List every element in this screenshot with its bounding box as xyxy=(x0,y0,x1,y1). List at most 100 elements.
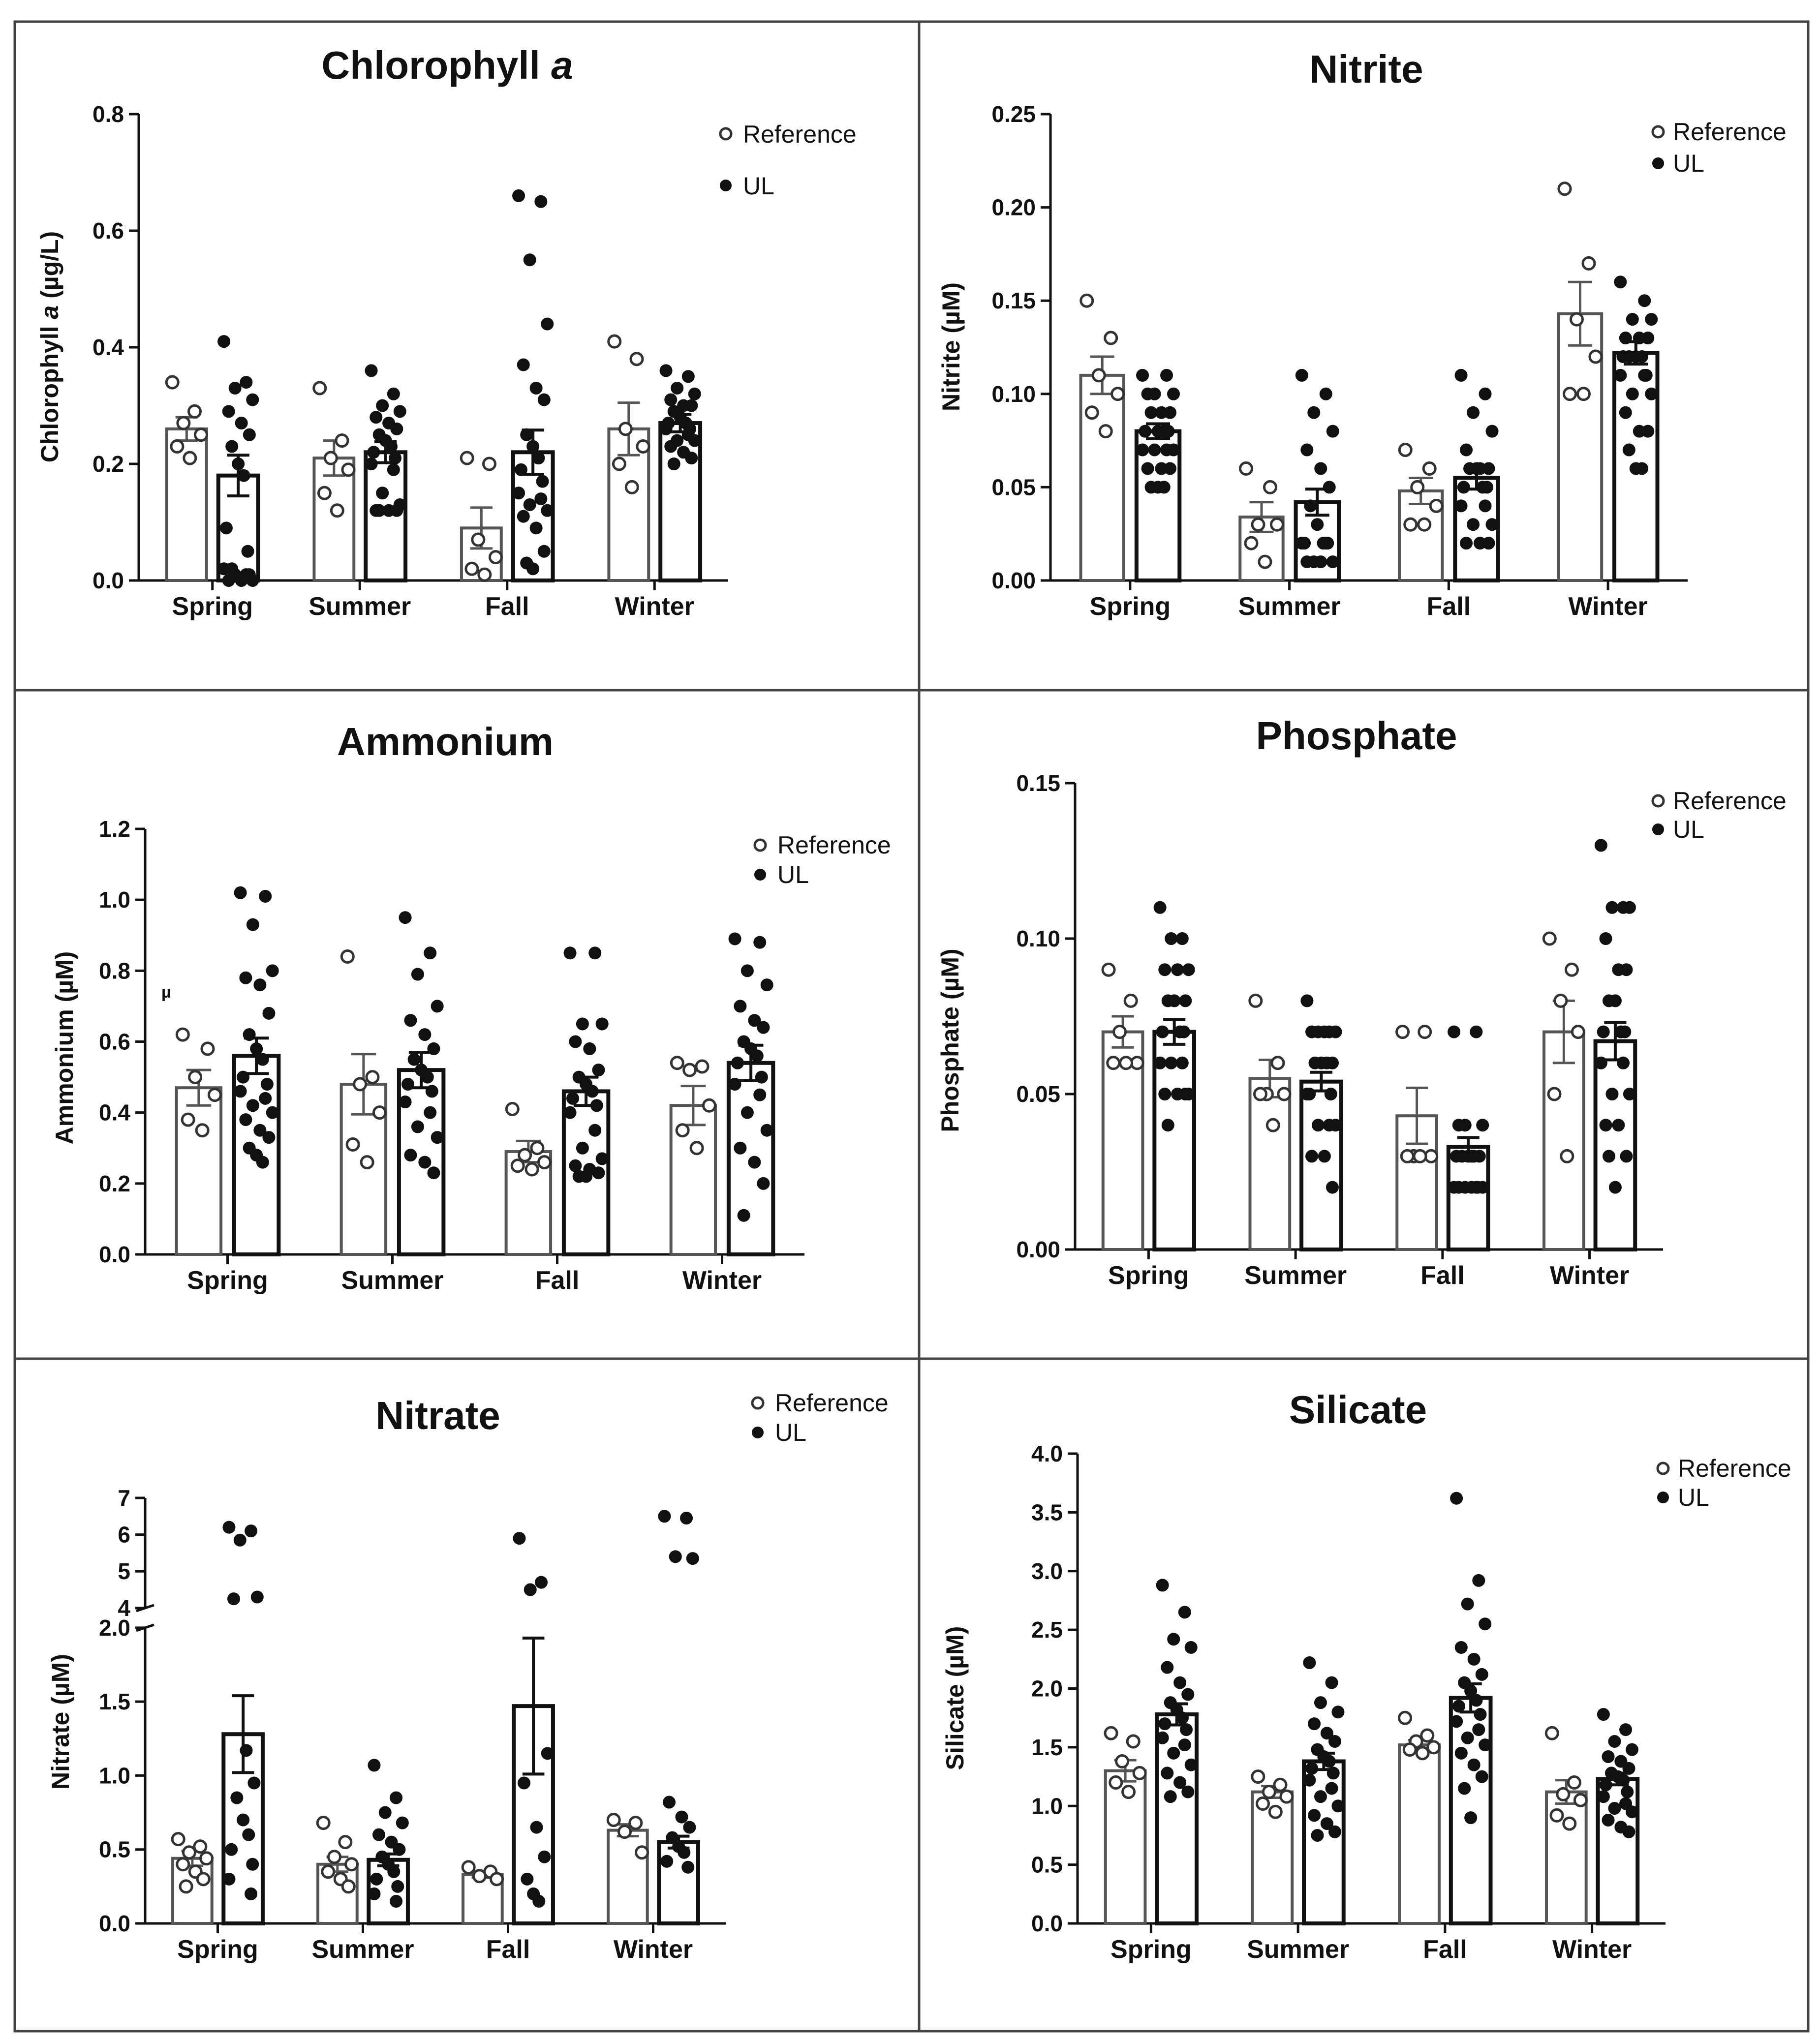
data-point-reference xyxy=(617,1825,632,1839)
data-point-ul xyxy=(1479,1617,1492,1631)
data-point-ul xyxy=(1614,275,1627,289)
x-tick-label: Winter xyxy=(1552,1935,1632,1964)
x-tick-label: Spring xyxy=(1090,592,1171,621)
data-point-ul xyxy=(368,1887,381,1900)
data-point-ul xyxy=(534,195,548,208)
data-point-ul xyxy=(586,1085,599,1098)
data-point-ul xyxy=(685,452,698,465)
data-point-ul xyxy=(219,521,233,535)
data-point-ul xyxy=(1320,1056,1333,1069)
legend: Reference UL xyxy=(1651,787,1787,843)
data-point-ul xyxy=(1467,1758,1481,1771)
data-point-ul xyxy=(241,545,254,558)
y-tick-label: 0.0 xyxy=(99,1242,130,1267)
legend-label-ul: UL xyxy=(1673,816,1704,843)
data-point-ul xyxy=(512,487,525,500)
x-tick-label: Fall xyxy=(535,1266,580,1295)
data-point-reference xyxy=(1417,517,1432,532)
data-point-ul xyxy=(1165,932,1178,945)
data-point-reference xyxy=(1123,993,1138,1008)
data-point-ul xyxy=(237,469,250,482)
data-point-ul xyxy=(225,440,239,453)
data-point-ul xyxy=(387,387,400,400)
plot-area: 0.00 0.05 0.10 0.15 0.20 0.25 Spring Summer Fall… xyxy=(991,101,1688,621)
legend-label-reference: Reference xyxy=(1673,787,1787,815)
data-point-ul xyxy=(1308,1717,1321,1731)
data-point-reference xyxy=(1244,536,1259,550)
x-tick-label: Fall xyxy=(1420,1261,1465,1290)
data-point-ul xyxy=(660,1855,674,1868)
data-point-ul xyxy=(234,886,247,899)
legend-marker-reference xyxy=(753,838,767,852)
panel-frames xyxy=(13,20,1810,2033)
y-axis-label: Nitrite (µM) xyxy=(937,282,965,411)
data-point-ul xyxy=(1460,537,1473,550)
data-point-ul xyxy=(1324,1088,1337,1100)
data-point-reference xyxy=(461,1860,476,1875)
data-point-ul xyxy=(1474,1708,1487,1721)
data-point-ul xyxy=(1175,1056,1189,1069)
data-point-reference xyxy=(1562,1816,1577,1831)
data-point-reference xyxy=(524,1162,539,1177)
data-point-reference xyxy=(1429,498,1444,513)
data-point-reference xyxy=(1544,1726,1559,1740)
bar-ul xyxy=(364,450,408,582)
data-point-ul xyxy=(1638,294,1651,307)
data-point-ul xyxy=(523,253,536,267)
panel-nitrite: Nitrite Nitrite (µM) Reference UL 0.000.… xyxy=(937,47,1787,621)
data-point-ul xyxy=(1454,368,1468,382)
data-point-ul xyxy=(1157,481,1171,494)
data-point-ul xyxy=(370,1872,383,1886)
data-point-ul xyxy=(250,1590,264,1604)
x-tick-label: Summer xyxy=(308,592,411,621)
data-point-ul xyxy=(1311,518,1324,531)
data-point-ul xyxy=(1623,1088,1636,1100)
data-point-reference xyxy=(1251,517,1265,532)
data-point-ul xyxy=(1156,1731,1169,1744)
data-point-ul xyxy=(391,1880,404,1893)
data-point-reference xyxy=(196,1872,211,1887)
data-point-ul xyxy=(1454,1641,1468,1654)
data-point-reference xyxy=(1560,1149,1574,1163)
data-point-ul xyxy=(1319,537,1332,550)
data-point-ul xyxy=(563,1106,577,1119)
data-point-reference xyxy=(182,1845,197,1860)
data-point-ul xyxy=(1326,1181,1339,1194)
data-point-ul xyxy=(217,335,231,348)
data-point-ul xyxy=(431,1000,444,1013)
data-point-ul xyxy=(1161,1119,1174,1132)
data-point-ul xyxy=(1305,1150,1319,1163)
data-point-ul xyxy=(592,1166,605,1180)
data-point-ul xyxy=(1311,1828,1324,1842)
data-point-ul xyxy=(1472,1574,1485,1587)
data-point-ul xyxy=(537,393,551,406)
data-point-ul xyxy=(1167,1633,1180,1646)
y-tick-label: 0.0 xyxy=(93,568,124,593)
data-point-reference xyxy=(170,439,185,454)
data-point-ul xyxy=(1319,387,1332,400)
data-point-ul xyxy=(590,1099,603,1112)
data-point-ul xyxy=(1622,1825,1635,1838)
data-point-ul xyxy=(1144,406,1158,419)
data-point-ul xyxy=(411,1120,424,1133)
data-point-ul xyxy=(399,911,412,924)
data-point-reference xyxy=(1422,461,1437,476)
data-point-ul xyxy=(1465,1181,1478,1194)
data-point-ul xyxy=(1605,901,1619,914)
data-point-ul xyxy=(728,1078,741,1091)
data-point-ul xyxy=(1305,1025,1319,1038)
data-point-reference xyxy=(1564,962,1579,977)
data-point-ul xyxy=(1470,1694,1483,1707)
legend-label-reference: Reference xyxy=(1678,1455,1791,1482)
data-point-ul xyxy=(1326,1767,1340,1780)
legend-marker-reference xyxy=(719,127,733,141)
data-point-ul xyxy=(1479,387,1492,400)
data-point-ul xyxy=(526,562,540,576)
data-point-ul xyxy=(240,376,253,389)
y-tick-label: 0.10 xyxy=(1016,926,1060,951)
legend-label-ul: UL xyxy=(777,861,809,888)
data-point-ul xyxy=(1331,1799,1345,1813)
data-point-ul xyxy=(1605,1088,1619,1100)
data-point-ul xyxy=(688,387,701,400)
data-point-ul xyxy=(678,1846,691,1859)
